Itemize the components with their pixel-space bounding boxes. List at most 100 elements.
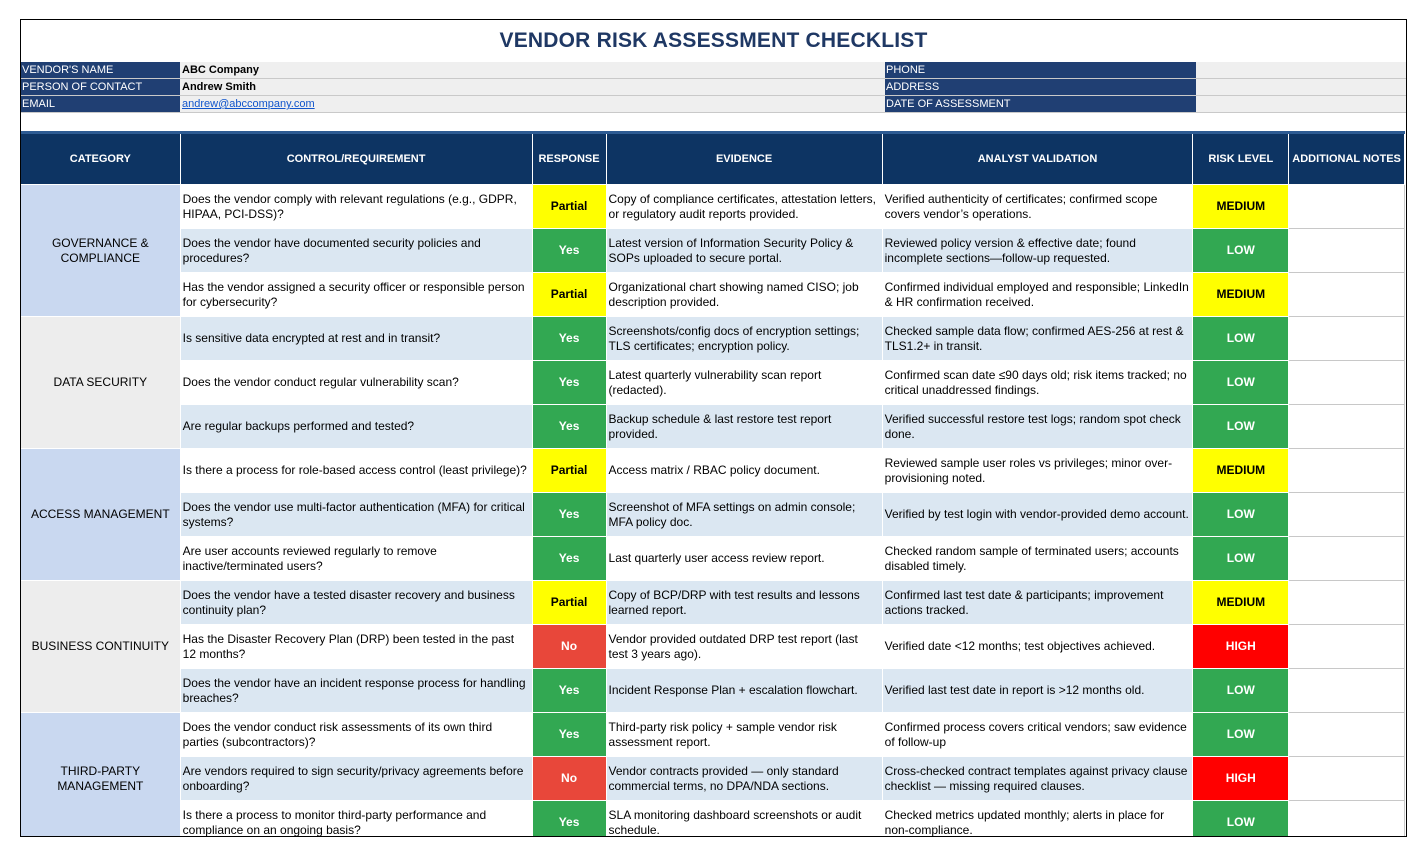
response-cell[interactable]: Yes — [531, 712, 607, 757]
evidence-cell[interactable]: Screenshots/config docs of encryption se… — [605, 316, 883, 361]
risk-level-cell[interactable]: LOW — [1192, 316, 1290, 361]
validation-cell[interactable]: Cross-checked contract templates against… — [881, 756, 1194, 801]
risk-level-cell[interactable]: HIGH — [1192, 624, 1290, 669]
notes-cell[interactable] — [1288, 316, 1405, 361]
notes-cell[interactable] — [1288, 404, 1405, 449]
vendor-name-value[interactable]: ABC Company — [180, 62, 885, 78]
risk-level-cell[interactable]: LOW — [1192, 668, 1290, 713]
response-cell[interactable]: Yes — [531, 360, 607, 405]
notes-cell[interactable] — [1288, 492, 1405, 537]
date-value[interactable] — [1196, 96, 1406, 112]
control-cell[interactable]: Does the vendor conduct regular vulnerab… — [179, 360, 533, 405]
control-cell[interactable]: Does the vendor have documented security… — [179, 228, 533, 273]
validation-cell[interactable]: Confirmed last test date & participants;… — [881, 580, 1194, 625]
control-cell[interactable]: Has the Disaster Recovery Plan (DRP) bee… — [179, 624, 533, 669]
table-row: Does the vendor have documented security… — [21, 228, 1405, 273]
notes-cell[interactable] — [1288, 668, 1405, 713]
validation-cell[interactable]: Confirmed process covers critical vendor… — [881, 712, 1194, 757]
evidence-cell[interactable]: Access matrix / RBAC policy document. — [605, 448, 883, 493]
notes-cell[interactable] — [1288, 272, 1405, 317]
validation-cell[interactable]: Verified by test login with vendor-provi… — [881, 492, 1194, 537]
email-link[interactable]: andrew@abccompany.com — [180, 96, 885, 112]
control-cell[interactable]: Are regular backups performed and tested… — [179, 404, 533, 449]
evidence-cell[interactable]: Incident Response Plan + escalation flow… — [605, 668, 883, 713]
control-cell[interactable]: Does the vendor use multi-factor authent… — [179, 492, 533, 537]
notes-cell[interactable] — [1288, 360, 1405, 405]
response-cell[interactable]: Partial — [531, 580, 607, 625]
notes-cell[interactable] — [1288, 536, 1405, 581]
evidence-cell[interactable]: Latest version of Information Security P… — [605, 228, 883, 273]
evidence-cell[interactable]: Copy of compliance certificates, attesta… — [605, 184, 883, 229]
response-cell[interactable]: Partial — [531, 184, 607, 229]
validation-cell[interactable]: Checked metrics updated monthly; alerts … — [881, 800, 1194, 836]
response-cell[interactable]: No — [531, 624, 607, 669]
response-cell[interactable]: Partial — [531, 448, 607, 493]
response-cell[interactable]: Yes — [531, 800, 607, 836]
notes-cell[interactable] — [1288, 448, 1405, 493]
notes-cell[interactable] — [1288, 712, 1405, 757]
table-row: Does the vendor have an incident respons… — [21, 668, 1405, 713]
notes-cell[interactable] — [1288, 624, 1405, 669]
risk-level-cell[interactable]: MEDIUM — [1192, 580, 1290, 625]
evidence-cell[interactable]: Vendor provided outdated DRP test report… — [605, 624, 883, 669]
response-cell[interactable]: Yes — [531, 228, 607, 273]
control-cell[interactable]: Does the vendor conduct risk assessments… — [179, 712, 533, 757]
risk-level-cell[interactable]: LOW — [1192, 712, 1290, 757]
validation-cell[interactable]: Reviewed policy version & effective date… — [881, 228, 1194, 273]
response-cell[interactable]: Yes — [531, 536, 607, 581]
risk-level-cell[interactable]: MEDIUM — [1192, 184, 1290, 229]
risk-level-cell[interactable]: LOW — [1192, 404, 1290, 449]
response-cell[interactable]: No — [531, 756, 607, 801]
risk-level-cell[interactable]: LOW — [1192, 800, 1290, 836]
response-cell[interactable]: Partial — [531, 272, 607, 317]
validation-cell[interactable]: Checked sample data flow; confirmed AES-… — [881, 316, 1194, 361]
risk-level-cell[interactable]: LOW — [1192, 536, 1290, 581]
control-cell[interactable]: Is there a process to monitor third-part… — [179, 800, 533, 836]
validation-cell[interactable]: Confirmed individual employed and respon… — [881, 272, 1194, 317]
risk-level-cell[interactable]: LOW — [1192, 228, 1290, 273]
control-cell[interactable]: Is there a process for role-based access… — [179, 448, 533, 493]
notes-cell[interactable] — [1288, 756, 1405, 801]
control-cell[interactable]: Does the vendor have a tested disaster r… — [179, 580, 533, 625]
control-cell[interactable]: Does the vendor comply with relevant reg… — [179, 184, 533, 229]
risk-level-cell[interactable]: LOW — [1192, 492, 1290, 537]
evidence-cell[interactable]: Copy of BCP/DRP with test results and le… — [605, 580, 883, 625]
control-cell[interactable]: Does the vendor have an incident respons… — [179, 668, 533, 713]
control-cell[interactable]: Has the vendor assigned a security offic… — [179, 272, 533, 317]
notes-cell[interactable] — [1288, 580, 1405, 625]
phone-label: PHONE — [885, 62, 1196, 78]
evidence-cell[interactable]: Organizational chart showing named CISO;… — [605, 272, 883, 317]
notes-cell[interactable] — [1288, 800, 1405, 836]
control-cell[interactable]: Is sensitive data encrypted at rest and … — [179, 316, 533, 361]
validation-cell[interactable]: Checked random sample of terminated user… — [881, 536, 1194, 581]
control-cell[interactable]: Are vendors required to sign security/pr… — [179, 756, 533, 801]
evidence-cell[interactable]: Vendor contracts provided — only standar… — [605, 756, 883, 801]
evidence-cell[interactable]: Latest quarterly vulnerability scan repo… — [605, 360, 883, 405]
validation-cell[interactable]: Verified successful restore test logs; r… — [881, 404, 1194, 449]
notes-cell[interactable] — [1288, 184, 1405, 229]
evidence-cell[interactable]: Screenshot of MFA settings on admin cons… — [605, 492, 883, 537]
risk-level-cell[interactable]: MEDIUM — [1192, 448, 1290, 493]
response-cell[interactable]: Yes — [531, 316, 607, 361]
risk-level-cell[interactable]: HIGH — [1192, 756, 1290, 801]
risk-level-cell[interactable]: MEDIUM — [1192, 272, 1290, 317]
validation-cell[interactable]: Verified date <12 months; test objective… — [881, 624, 1194, 669]
header-evidence: EVIDENCE — [605, 131, 883, 185]
evidence-cell[interactable]: SLA monitoring dashboard screenshots or … — [605, 800, 883, 836]
phone-value[interactable] — [1196, 62, 1406, 78]
contact-value[interactable]: Andrew Smith — [180, 79, 885, 95]
validation-cell[interactable]: Verified authenticity of certificates; c… — [881, 184, 1194, 229]
address-value[interactable] — [1196, 79, 1406, 95]
evidence-cell[interactable]: Backup schedule & last restore test repo… — [605, 404, 883, 449]
validation-cell[interactable]: Verified last test date in report is >12… — [881, 668, 1194, 713]
response-cell[interactable]: Yes — [531, 492, 607, 537]
evidence-cell[interactable]: Last quarterly user access review report… — [605, 536, 883, 581]
validation-cell[interactable]: Reviewed sample user roles vs privileges… — [881, 448, 1194, 493]
validation-cell[interactable]: Confirmed scan date ≤90 days old; risk i… — [881, 360, 1194, 405]
notes-cell[interactable] — [1288, 228, 1405, 273]
risk-level-cell[interactable]: LOW — [1192, 360, 1290, 405]
evidence-cell[interactable]: Third-party risk policy + sample vendor … — [605, 712, 883, 757]
control-cell[interactable]: Are user accounts reviewed regularly to … — [179, 536, 533, 581]
response-cell[interactable]: Yes — [531, 668, 607, 713]
response-cell[interactable]: Yes — [531, 404, 607, 449]
